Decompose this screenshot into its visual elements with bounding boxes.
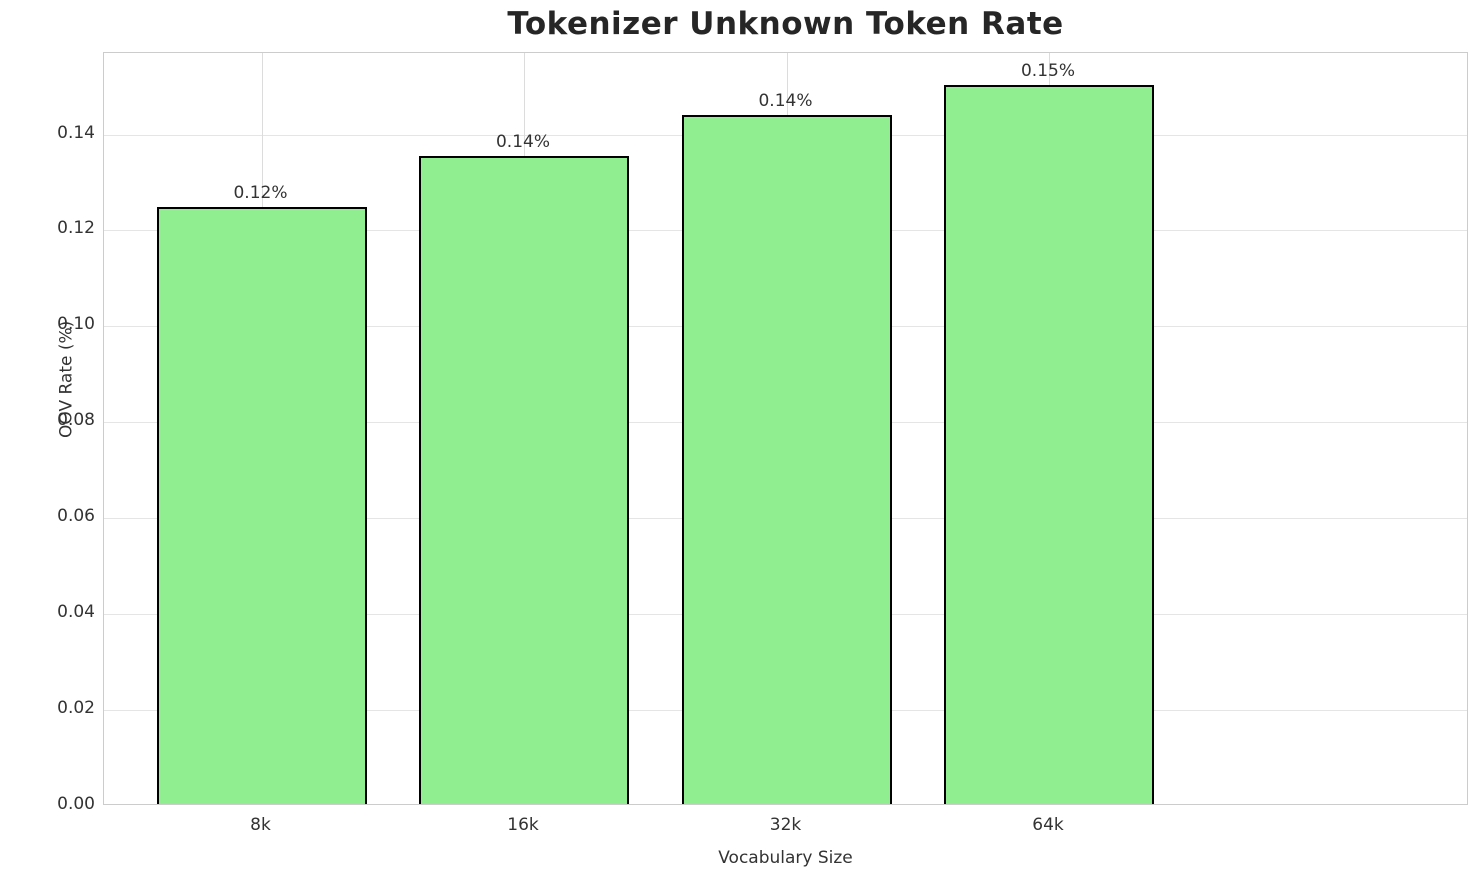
plot-area bbox=[103, 52, 1468, 805]
x-tick-8k: 8k bbox=[250, 815, 271, 835]
bar-64k bbox=[944, 84, 1154, 804]
x-axis-label: Vocabulary Size bbox=[718, 848, 853, 868]
x-tick-16k: 16k bbox=[507, 815, 539, 835]
x-tick-32k: 32k bbox=[769, 815, 802, 835]
chart-title: Tokenizer Unknown Token Rate bbox=[507, 6, 1064, 42]
y-tick-0.14: 0.14 bbox=[57, 122, 95, 143]
bar-value-label-8k: 0.12% bbox=[233, 182, 288, 203]
y-tick-0.00: 0.00 bbox=[57, 794, 95, 814]
y-tick-0.12: 0.12 bbox=[57, 218, 95, 239]
y-tick-0.10: 0.10 bbox=[57, 314, 95, 335]
y-tick-0.02: 0.02 bbox=[57, 698, 95, 719]
bar-value-label-16k: 0.14% bbox=[495, 131, 550, 152]
y-tick-0.08: 0.08 bbox=[57, 410, 95, 431]
bar-8k bbox=[156, 206, 367, 804]
bar-32k bbox=[681, 115, 892, 804]
bar-value-label-64k: 0.15% bbox=[1020, 60, 1075, 81]
bar-16k bbox=[419, 155, 629, 804]
y-axis-label: OOV Rate (%) bbox=[56, 320, 77, 438]
y-tick-0.04: 0.04 bbox=[57, 602, 95, 623]
bar-value-label-32k: 0.14% bbox=[758, 91, 813, 112]
x-tick-64k: 64k bbox=[1032, 815, 1064, 835]
y-tick-0.06: 0.06 bbox=[57, 506, 95, 527]
